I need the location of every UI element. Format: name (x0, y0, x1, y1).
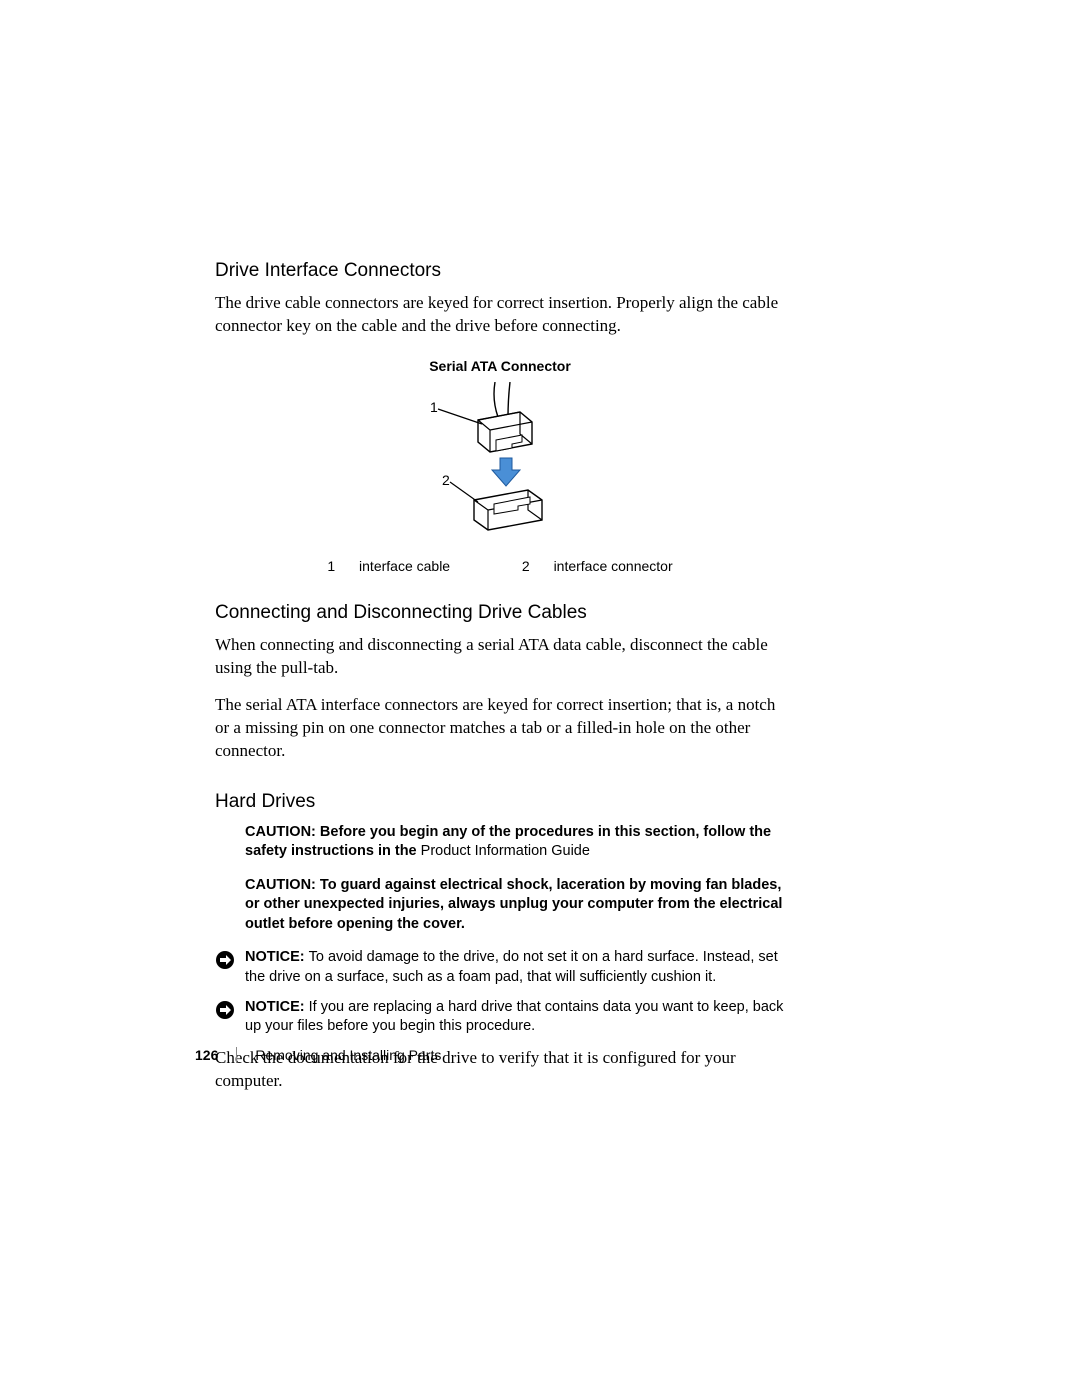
callout-2: 2 (442, 472, 450, 488)
page-number: 126 (195, 1047, 218, 1063)
notice-2: NOTICE: If you are replacing a hard driv… (215, 998, 785, 1037)
legend-1-text: interface cable (359, 558, 450, 574)
page-footer: 126 Removing and Installing Parts (195, 1047, 441, 1063)
page-content: Drive Interface Connectors The drive cab… (215, 260, 785, 1107)
notice-1: NOTICE: To avoid damage to the drive, do… (215, 948, 785, 987)
heading-drive-interface: Drive Interface Connectors (215, 260, 785, 282)
figure-title: Serial ATA Connector (215, 358, 785, 374)
body-drive-interface: The drive cable connectors are keyed for… (215, 292, 785, 338)
footer-divider (236, 1047, 237, 1063)
callout-1: 1 (430, 399, 438, 415)
notice-arrow-icon (215, 948, 245, 970)
caution-2: CAUTION: To guard against electrical sho… (245, 876, 785, 935)
heading-hard-drives: Hard Drives (215, 791, 785, 813)
footer-title: Removing and Installing Parts (255, 1047, 441, 1063)
body-connecting-2: The serial ATA interface connectors are … (215, 694, 785, 763)
legend-2-num: 2 (522, 558, 530, 574)
sata-diagram-svg: 1 2 (400, 382, 600, 542)
legend-2-text: interface connector (554, 558, 673, 574)
sata-connector-diagram: 1 2 (215, 382, 785, 542)
figure-legend: 1 interface cable 2 interface connector (215, 558, 785, 574)
heading-connecting: Connecting and Disconnecting Drive Cable… (215, 602, 785, 624)
notice-2-text: NOTICE: If you are replacing a hard driv… (245, 998, 785, 1037)
notice-1-text: NOTICE: To avoid damage to the drive, do… (245, 948, 785, 987)
figure-block: Serial ATA Connector (215, 358, 785, 574)
notice-arrow-icon (215, 998, 245, 1020)
legend-1-num: 1 (327, 558, 335, 574)
body-connecting-1: When connecting and disconnecting a seri… (215, 634, 785, 680)
caution-1: CAUTION: Before you begin any of the pro… (245, 823, 785, 862)
